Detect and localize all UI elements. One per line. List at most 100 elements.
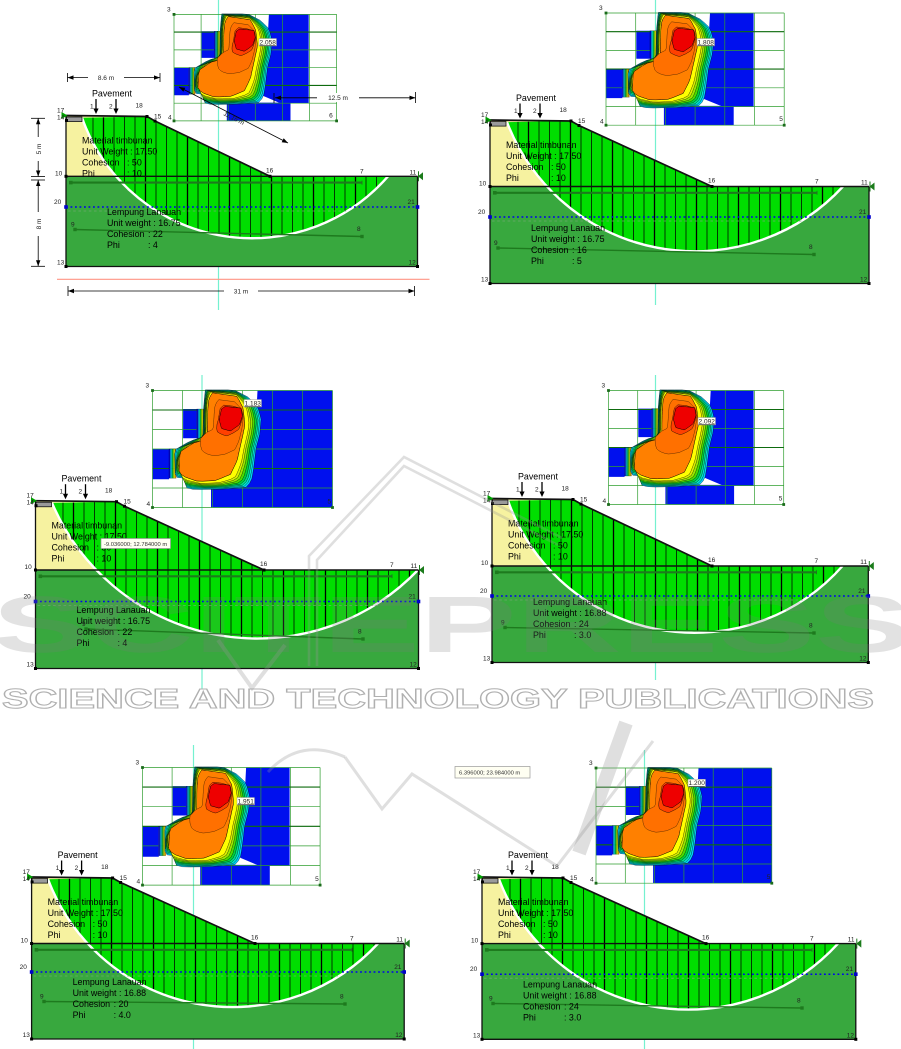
svg-text:Unit Weight : 17.50: Unit Weight : 17.50 — [48, 908, 123, 918]
svg-text:8: 8 — [809, 244, 813, 251]
svg-text:Pavement: Pavement — [92, 89, 132, 99]
svg-text:21: 21 — [408, 199, 416, 206]
svg-text:6: 6 — [329, 112, 333, 119]
svg-text:3: 3 — [602, 383, 606, 390]
svg-text:8: 8 — [340, 994, 344, 1001]
svg-text:SCITEPRESS: SCITEPRESS — [0, 580, 901, 669]
svg-text:17: 17 — [27, 493, 35, 500]
svg-text:Phi: Phi — [523, 1013, 536, 1023]
svg-text:SCIENCE AND TECHNOLOGY PUBLICA: SCIENCE AND TECHNOLOGY PUBLICATIONS — [2, 683, 874, 714]
svg-text:Unit weight : 16.75: Unit weight : 16.75 — [107, 218, 181, 228]
svg-text:5: 5 — [779, 496, 783, 503]
svg-text:21: 21 — [409, 594, 417, 601]
svg-text:3: 3 — [599, 5, 603, 12]
svg-text:9: 9 — [82, 621, 86, 628]
svg-text:Pavement: Pavement — [508, 850, 548, 860]
svg-text:21: 21 — [846, 966, 854, 973]
svg-text:10: 10 — [55, 170, 63, 177]
svg-text:4: 4 — [600, 119, 604, 126]
svg-text:10: 10 — [25, 564, 33, 571]
svg-text:18: 18 — [560, 107, 568, 114]
svg-text:Pavement: Pavement — [518, 472, 558, 482]
svg-text:1.183: 1.183 — [245, 400, 262, 407]
svg-text:Cohesion: Cohesion — [531, 245, 569, 255]
svg-text:Material timbunan: Material timbunan — [498, 897, 569, 907]
svg-text:8.6 m: 8.6 m — [98, 75, 114, 82]
svg-text:Pavement: Pavement — [516, 93, 556, 103]
svg-text:Pavement: Pavement — [62, 474, 102, 484]
svg-text:: 24: : 24 — [574, 619, 589, 629]
svg-text:16: 16 — [266, 167, 274, 174]
svg-text:18: 18 — [552, 864, 560, 871]
svg-text:13: 13 — [23, 1032, 31, 1039]
svg-text:21: 21 — [394, 964, 402, 971]
svg-text:17: 17 — [481, 112, 489, 119]
svg-text:10: 10 — [481, 560, 489, 567]
svg-text:15: 15 — [578, 118, 586, 125]
svg-text:17: 17 — [57, 108, 65, 115]
svg-text:: 50: : 50 — [543, 919, 558, 929]
svg-text:Unit Weight : 17.50: Unit Weight : 17.50 — [498, 908, 573, 918]
svg-text:: 50: : 50 — [553, 541, 568, 551]
svg-text:Cohesion: Cohesion — [508, 541, 546, 551]
svg-text:: 10: : 10 — [93, 930, 108, 940]
svg-text:16: 16 — [260, 561, 268, 568]
svg-text:20: 20 — [24, 594, 32, 601]
svg-text:3: 3 — [589, 760, 593, 767]
svg-text:Cohesion: Cohesion — [73, 999, 111, 1009]
svg-text:Lempung Lanauan: Lempung Lanauan — [73, 977, 147, 987]
svg-text:Cohesion: Cohesion — [523, 1002, 561, 1012]
svg-text:17: 17 — [483, 491, 491, 498]
svg-text:20: 20 — [54, 199, 62, 206]
svg-text:Material timbunan: Material timbunan — [82, 136, 153, 146]
svg-text:13: 13 — [473, 1032, 481, 1039]
svg-text:10: 10 — [21, 938, 29, 945]
svg-text:20: 20 — [20, 964, 28, 971]
svg-text:7: 7 — [810, 936, 814, 943]
svg-text:12: 12 — [859, 656, 867, 663]
svg-text:21: 21 — [858, 588, 866, 595]
svg-text:: 10: : 10 — [551, 173, 566, 183]
svg-text:Cohesion: Cohesion — [533, 619, 571, 629]
svg-text:1: 1 — [90, 104, 94, 111]
svg-text:17: 17 — [23, 869, 31, 876]
svg-text:17: 17 — [473, 869, 481, 876]
svg-text:7: 7 — [815, 558, 819, 565]
svg-text:1.200: 1.200 — [689, 780, 706, 787]
svg-text:14: 14 — [57, 115, 65, 122]
svg-text:13: 13 — [57, 260, 65, 267]
svg-text:: 4.0: : 4.0 — [114, 1010, 131, 1020]
svg-text:: 50: : 50 — [93, 919, 108, 929]
svg-text:5: 5 — [315, 876, 319, 883]
svg-text:16: 16 — [251, 935, 259, 942]
svg-text:Material timbunan: Material timbunan — [506, 140, 577, 150]
svg-text:: 22: : 22 — [148, 229, 163, 239]
svg-text:Cohesion: Cohesion — [48, 919, 86, 929]
svg-text:21: 21 — [859, 209, 867, 216]
svg-text:5 m: 5 m — [36, 144, 43, 155]
svg-text:15: 15 — [570, 875, 578, 882]
svg-text:Phi: Phi — [508, 552, 521, 562]
svg-text:Lempung Lanauan: Lempung Lanauan — [523, 980, 597, 990]
svg-text:14: 14 — [481, 119, 489, 126]
svg-text:8 m: 8 m — [36, 219, 43, 230]
svg-text:Phi: Phi — [82, 169, 95, 179]
svg-text:9: 9 — [494, 240, 498, 247]
svg-text:9: 9 — [489, 996, 493, 1003]
svg-text:15: 15 — [124, 499, 132, 506]
svg-text:Unit weight : 16.75: Unit weight : 16.75 — [531, 234, 605, 244]
svg-text:14: 14 — [473, 876, 481, 883]
svg-text:Unit Weight : 17.50: Unit Weight : 17.50 — [506, 151, 581, 161]
svg-text:Cohesion: Cohesion — [506, 162, 544, 172]
svg-text:8: 8 — [358, 629, 362, 636]
svg-text:7: 7 — [360, 168, 364, 175]
svg-text:Unit weight : 16.88: Unit weight : 16.88 — [73, 988, 147, 998]
svg-text:Material timbunan: Material timbunan — [48, 897, 119, 907]
svg-text:Cohesion: Cohesion — [82, 158, 120, 168]
svg-text:12: 12 — [395, 1032, 403, 1039]
svg-text:Phi: Phi — [77, 638, 90, 648]
svg-text:11: 11 — [848, 937, 855, 944]
svg-text:20: 20 — [480, 588, 488, 595]
svg-text:2: 2 — [109, 104, 113, 111]
svg-text:4: 4 — [603, 498, 607, 505]
